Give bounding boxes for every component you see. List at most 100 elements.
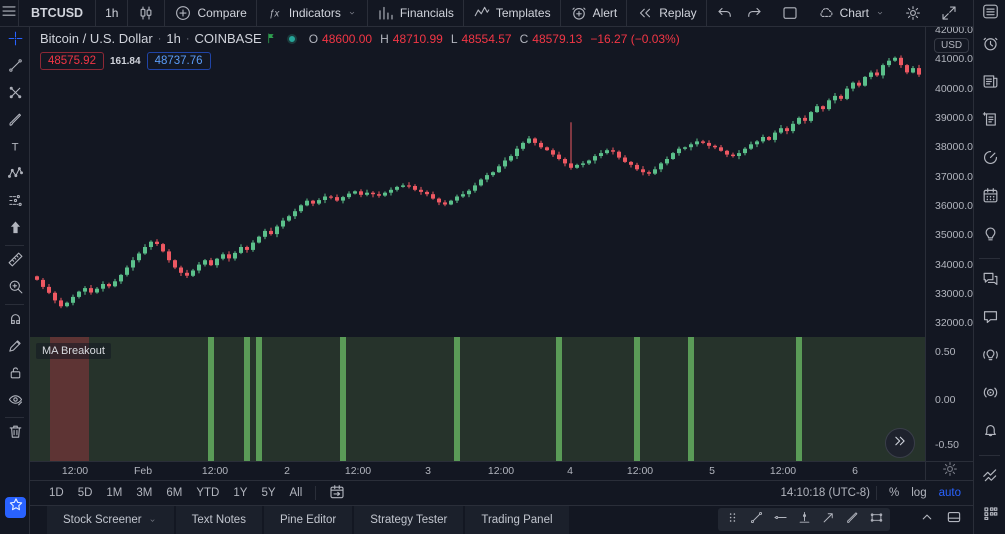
horizontal-line-shortcut-button[interactable] <box>768 508 792 531</box>
redo-button[interactable] <box>743 0 772 27</box>
market-status-dot[interactable] <box>286 33 297 44</box>
compare-button[interactable]: Compare <box>165 0 255 27</box>
streams-button[interactable] <box>974 376 1005 414</box>
fullscreen-button[interactable] <box>931 0 967 27</box>
xabcd-pattern-tool-button[interactable] <box>0 162 30 189</box>
drawing-mode-tool-button[interactable] <box>0 334 30 361</box>
arrow-shortcut-button[interactable] <box>816 508 840 531</box>
main-chart-pane[interactable] <box>30 27 925 335</box>
trend-line-shortcut-button[interactable] <box>744 508 768 531</box>
forecast-tool-button[interactable] <box>0 189 30 216</box>
dom-button[interactable] <box>974 497 1005 534</box>
calendar-button[interactable] <box>974 179 1005 217</box>
save-chart-button[interactable]: Chart <box>808 0 895 27</box>
notes-button[interactable] <box>974 103 1005 141</box>
private-chats-button[interactable] <box>974 300 1005 338</box>
log-scale-button[interactable]: log <box>911 487 927 499</box>
range-button-1m[interactable]: 1M <box>106 487 123 499</box>
range-button-5d[interactable]: 5D <box>77 487 93 499</box>
alert-button[interactable]: Alert <box>561 0 627 27</box>
order-panel-button[interactable] <box>974 459 1005 497</box>
replay-button[interactable]: Replay <box>627 0 705 27</box>
public-chats-button[interactable] <box>974 262 1005 300</box>
flag-icon[interactable] <box>266 32 279 45</box>
indicators-button[interactable]: ƒx Indicators <box>257 0 367 27</box>
remove-drawings-tool-button[interactable] <box>0 420 30 447</box>
financials-button[interactable]: Financials <box>368 0 463 27</box>
public-chats-icon <box>981 269 1000 293</box>
legend-exchange: COINBASE <box>194 31 262 46</box>
arrow-marker-tool-button[interactable] <box>0 216 30 243</box>
crosshair-tool-button[interactable] <box>0 27 30 54</box>
candlestick-icon <box>137 4 155 22</box>
brush-tool-button[interactable] <box>0 108 30 135</box>
collapse-panel-button[interactable] <box>915 508 939 531</box>
panel-window-button[interactable] <box>942 508 966 531</box>
tab-trading-panel[interactable]: Trading Panel <box>465 505 571 534</box>
price-axis[interactable]: 42000.00 41000.00 40000.00 39000.00 38000.00… <box>925 27 973 480</box>
replay-label: Replay <box>659 6 697 20</box>
hide-drawings-tool-button[interactable] <box>0 388 30 415</box>
drawing-shortcuts-strip <box>718 508 890 531</box>
ideas-stream-button[interactable] <box>974 338 1005 376</box>
text-tool-tool-button[interactable]: T <box>0 135 30 162</box>
buy-price-button[interactable]: 48737.76 <box>146 52 211 70</box>
measure-tool-button[interactable] <box>0 248 30 275</box>
chart-style-button[interactable] <box>128 0 164 27</box>
range-button-all[interactable]: All <box>289 487 303 499</box>
tab-strategy-tester[interactable]: Strategy Tester <box>354 505 466 534</box>
pie-chart-button[interactable] <box>974 141 1005 179</box>
tab-stock-screener[interactable]: Stock Screener <box>45 505 176 534</box>
auto-scale-button[interactable]: auto <box>938 487 961 499</box>
indicator-label[interactable]: MA Breakout <box>36 343 111 359</box>
go-to-date-button[interactable] <box>322 483 352 504</box>
clock[interactable]: 14:10:18 (UTC-8) <box>780 487 871 499</box>
watchlist-button[interactable] <box>974 0 1005 27</box>
drag-handle-shortcut-button[interactable] <box>720 508 744 531</box>
gann-fibonacci-tool-button[interactable] <box>0 81 30 108</box>
gear-icon <box>941 460 959 481</box>
ideas-button[interactable] <box>974 217 1005 255</box>
time-label: 12:00 <box>769 465 797 477</box>
bottom-toolbar: 1D 5D 1M 3M 6M YTD 1Y 5Y All 14:10:18 (UTC-8) % … <box>30 480 973 505</box>
alerts-button[interactable] <box>974 27 1005 65</box>
magnet-tool-button[interactable] <box>0 307 30 334</box>
notifications-button[interactable] <box>974 414 1005 452</box>
symbol-button[interactable]: BTCUSD <box>31 6 84 20</box>
interval-button[interactable]: 1h <box>105 6 119 20</box>
go-to-date-icon <box>328 483 346 504</box>
time-axis[interactable]: 12:00 Feb 12:00 2 12:00 3 12:00 4 12:00 5 12:00 6 <box>30 461 925 480</box>
brush-shortcut-button[interactable] <box>840 508 864 531</box>
sell-price-button[interactable]: 48575.92 <box>40 52 104 70</box>
news-button[interactable] <box>974 65 1005 103</box>
chart-settings-button[interactable] <box>895 0 931 27</box>
range-button-1d[interactable]: 1D <box>49 487 64 499</box>
menu-button[interactable] <box>0 0 19 27</box>
legend-interval: 1h <box>166 31 181 46</box>
percent-scale-button[interactable]: % <box>889 487 900 499</box>
cross-line-icon <box>797 510 812 530</box>
zoom-in-tool-button[interactable] <box>0 275 30 302</box>
ma-breakout-pane[interactable]: MA Breakout <box>30 337 925 461</box>
favorites-button[interactable] <box>5 497 26 518</box>
range-button-1y[interactable]: 1Y <box>233 487 248 499</box>
tab-pine-editor[interactable]: Pine Editor <box>263 505 355 534</box>
currency-button[interactable]: USD <box>934 38 970 53</box>
axis-settings-button[interactable] <box>926 461 973 480</box>
trend-line-tool-button[interactable] <box>0 54 30 81</box>
templates-button[interactable]: Templates <box>464 0 560 27</box>
tab-text-notes[interactable]: Text Notes <box>175 505 264 534</box>
undo-button[interactable] <box>707 0 743 27</box>
cross-line-shortcut-button[interactable] <box>792 508 816 531</box>
rectangle-shortcut-button[interactable] <box>864 508 888 531</box>
price-tick: 32000.00 <box>935 317 973 330</box>
layout-button[interactable] <box>772 0 808 27</box>
range-button-3m[interactable]: 3M <box>136 487 153 499</box>
range-button-6m[interactable]: 6M <box>166 487 183 499</box>
range-button-5y[interactable]: 5Y <box>261 487 276 499</box>
range-button-ytd[interactable]: YTD <box>196 487 220 499</box>
low-value: 48554.57 <box>461 31 512 46</box>
lock-drawings-tool-button[interactable] <box>0 361 30 388</box>
expand-pane-button[interactable] <box>885 428 915 458</box>
